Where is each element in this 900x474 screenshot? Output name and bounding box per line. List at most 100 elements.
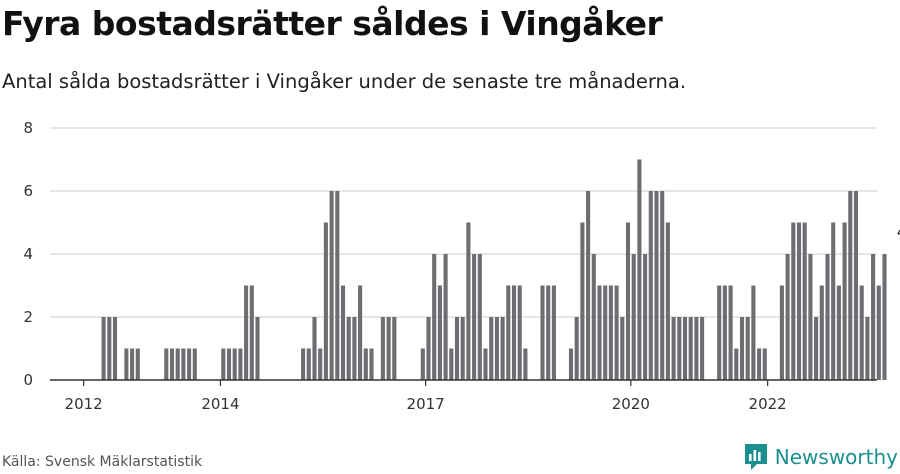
x-tick-label: 2020 (612, 395, 650, 413)
bar (301, 348, 306, 380)
bar (831, 222, 836, 380)
bar (454, 317, 460, 380)
bar (466, 222, 471, 380)
bar (802, 222, 807, 380)
bar (808, 254, 813, 380)
bar (494, 317, 499, 380)
bar (648, 191, 653, 380)
chart-subtitle: Antal sålda bostadsrätter i Vingåker und… (2, 70, 687, 93)
y-tick-label: 0 (23, 371, 33, 389)
bar (312, 317, 317, 380)
bar (654, 191, 659, 380)
bar (603, 285, 608, 380)
bar (506, 285, 511, 380)
bar (523, 348, 528, 380)
bar (779, 285, 784, 380)
bar (358, 285, 363, 380)
bar (882, 254, 887, 380)
bar (871, 254, 876, 380)
bar (643, 254, 648, 380)
bar (597, 285, 602, 380)
bar (551, 285, 556, 380)
bar (511, 285, 517, 380)
bar (426, 317, 431, 380)
bar (369, 348, 374, 380)
bar (665, 222, 670, 380)
chart-title: Fyra bostadsrätter såldes i Vingåker (2, 4, 663, 43)
bar (449, 348, 454, 380)
bar (164, 348, 169, 380)
bar (460, 317, 465, 380)
data-label: 4 (897, 223, 900, 241)
bar (323, 222, 328, 380)
bar (825, 254, 830, 380)
bar (717, 285, 722, 380)
bar (187, 348, 192, 380)
bar (608, 285, 613, 380)
bar (819, 285, 824, 380)
bar (420, 348, 425, 380)
bar (135, 348, 140, 380)
bar (232, 348, 237, 380)
bar (540, 285, 545, 380)
bar (688, 317, 693, 380)
x-tick-label: 2017 (407, 395, 445, 413)
bar (580, 222, 585, 380)
bar (352, 317, 357, 380)
bar (614, 285, 619, 380)
bar (700, 317, 705, 380)
bar (437, 285, 442, 380)
bar (757, 348, 762, 380)
y-tick-label: 4 (23, 245, 33, 263)
bar-chart: 0 2 4 6 8 2012 2014 2017 2020 2022 4 (23, 119, 900, 413)
bar (814, 317, 819, 380)
bar (386, 317, 391, 380)
bar (796, 222, 802, 380)
x-tick-label: 2012 (65, 395, 103, 413)
bar (734, 348, 739, 380)
bar (677, 317, 682, 380)
bar (625, 222, 631, 380)
bar (739, 317, 745, 380)
bar (238, 348, 243, 380)
bar (694, 317, 699, 380)
bar (620, 317, 625, 380)
bar (517, 285, 522, 380)
bar (546, 285, 551, 380)
bar (112, 317, 118, 380)
bar (477, 254, 482, 380)
bar (631, 254, 636, 380)
brand-name: Newsworthy (774, 445, 898, 469)
bar (255, 317, 260, 380)
bar (489, 317, 494, 380)
bar (318, 348, 323, 380)
bar (791, 222, 796, 380)
bar (848, 191, 853, 380)
bar (876, 285, 881, 380)
bar (836, 285, 841, 380)
bar (728, 285, 733, 380)
bar (124, 348, 129, 380)
bar (842, 222, 847, 380)
bar (181, 348, 186, 380)
x-tick-label: 2014 (201, 395, 239, 413)
bar (865, 317, 870, 380)
source-note: Källa: Svensk Mäklarstatistik (2, 454, 203, 470)
bar (586, 191, 591, 380)
bar (249, 285, 254, 380)
bar (380, 317, 385, 380)
y-tick-label: 6 (23, 182, 33, 200)
bar (637, 159, 642, 380)
bar (762, 348, 767, 380)
bar (671, 317, 676, 380)
bar (722, 285, 727, 380)
bar (363, 348, 368, 380)
bar (682, 317, 688, 380)
bar (859, 285, 864, 380)
bar (751, 285, 756, 380)
bar (335, 191, 340, 380)
bar (443, 254, 448, 380)
bar (483, 348, 488, 380)
bar (226, 348, 232, 380)
bar (574, 317, 579, 380)
